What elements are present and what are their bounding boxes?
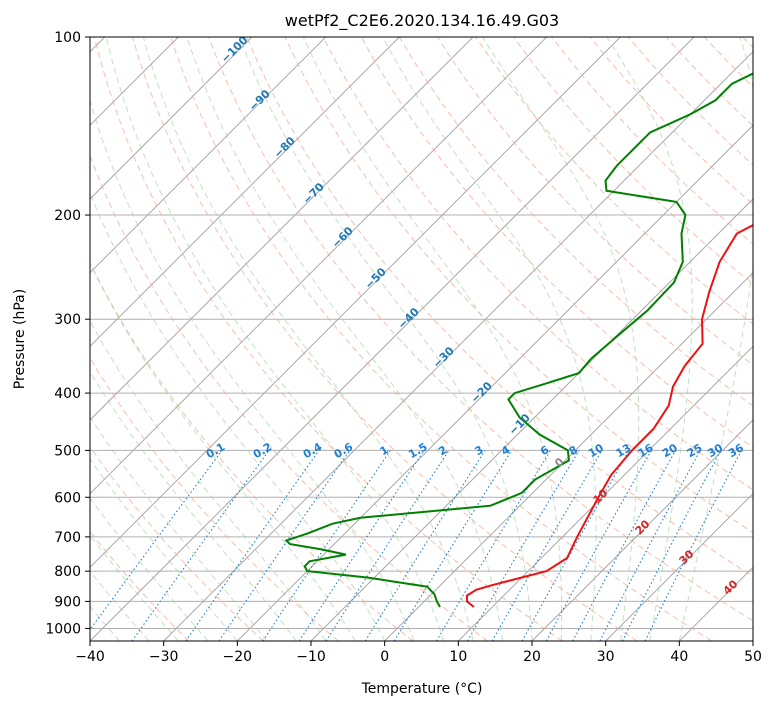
- y-tick-label: 600: [54, 490, 81, 506]
- isotherm-line: [236, 124, 753, 641]
- mixing-ratio-line: [644, 450, 742, 641]
- y-tick-label: 300: [54, 312, 81, 328]
- isotherm-line: [90, 37, 327, 274]
- moist-adiabat-line: [382, 37, 597, 641]
- chart-title: wetPf2_C2E6.2020.134.16.49.G03: [285, 11, 559, 31]
- mixing-ratio-line: [521, 450, 630, 641]
- x-tick-label: −10: [296, 649, 326, 665]
- moist-adiabat-line: [90, 534, 179, 641]
- y-tick-label: 700: [54, 530, 81, 546]
- moist-adiabat-line: [90, 320, 327, 641]
- y-tick-label: 500: [54, 443, 81, 459]
- dry-adiabat-line: [208, 37, 753, 622]
- mixing-ratio-line: [262, 450, 391, 641]
- isotherm-line: [90, 37, 695, 641]
- mixing-ratio-line: [325, 450, 450, 641]
- sounding-profiles: [284, 72, 753, 608]
- isotherm-line: [90, 37, 548, 495]
- mixing-ratio-line: [393, 450, 513, 641]
- isotherm-line: [90, 37, 621, 569]
- isotherm-line: [90, 37, 400, 348]
- moist-adiabat-line: [105, 37, 445, 641]
- moist-adiabat-line: [90, 191, 386, 641]
- y-axis-title: Pressure (hPa): [12, 289, 28, 389]
- mixing-ratio-line: [131, 450, 270, 641]
- dry-adiabat-line: [90, 357, 339, 641]
- moist-adiabat-line: [238, 37, 533, 641]
- plot-frame: [89, 36, 754, 642]
- x-tick-label: 40: [670, 649, 688, 665]
- dry-adiabat-line: [284, 37, 753, 534]
- moist-adiabat-line: [678, 37, 753, 641]
- x-tick-label: 50: [744, 649, 762, 665]
- x-tick-label: 0: [380, 649, 389, 665]
- dewpoint-profile-line: [284, 72, 753, 608]
- moist-adiabat-line: [90, 370, 297, 641]
- moist-adiabat-line: [606, 37, 693, 641]
- dry-adiabat-line: [246, 37, 753, 577]
- x-tick-label: −20: [223, 649, 253, 665]
- moist-adiabat-line: [142, 37, 474, 641]
- mixing-ratio-line: [185, 450, 320, 641]
- x-tick-label: 10: [449, 649, 467, 665]
- isotherm-line: [457, 345, 753, 641]
- x-tick-label: −30: [149, 649, 179, 665]
- x-tick-label: −40: [75, 649, 105, 665]
- moist-adiabat-line: [90, 458, 238, 641]
- isotherm-line: [90, 37, 474, 421]
- moist-adiabat-line: [302, 37, 563, 641]
- y-tick-label: 200: [54, 208, 81, 224]
- isotherm-line: [605, 492, 753, 641]
- mixing-ratio-line: [90, 450, 223, 631]
- x-tick-label: 20: [523, 649, 541, 665]
- mixing-ratio-line: [298, 450, 425, 641]
- temperature-profile-line: [465, 223, 753, 608]
- moist-adiabat-line: [90, 416, 268, 641]
- x-tick-label: 30: [597, 649, 615, 665]
- dry-adiabat-line: [322, 37, 753, 491]
- y-tick-label: 900: [54, 594, 81, 610]
- mixing-ratio-line: [572, 450, 676, 641]
- y-axis: 100 200 300 400 500 600 700 800 900 1000: [45, 30, 90, 637]
- dry-adiabat-line: [170, 37, 712, 641]
- dry-adiabat-line: [131, 37, 638, 641]
- x-axis: −40 −30 −20 −10 0 10 20 30 40 50: [75, 641, 762, 665]
- isotherm-line: [90, 37, 253, 200]
- mixing-ratio-line: [545, 450, 652, 641]
- dry-adiabat-line: [90, 445, 264, 641]
- mixing-ratio-line: [621, 450, 722, 641]
- y-tick-label: 400: [54, 386, 81, 402]
- skewt-background-lines: [90, 37, 753, 641]
- moist-adiabat-line: [186, 37, 503, 641]
- moist-adiabat-line: [90, 261, 356, 641]
- y-tick-label: 100: [54, 30, 81, 46]
- moist-adiabat-line: [90, 99, 415, 641]
- moist-adiabat-line: [481, 37, 640, 641]
- isotherm-line: [531, 419, 753, 641]
- isotherm-line: [163, 50, 753, 641]
- y-tick-label: 1000: [45, 621, 81, 637]
- isotherm-line: [384, 271, 753, 641]
- x-axis-title: Temperature (°C): [361, 681, 483, 697]
- dry-adiabat-line: [93, 37, 563, 641]
- moist-adiabat-line: [90, 497, 209, 641]
- dry-adiabat-line: [475, 37, 753, 325]
- dry-adiabat-line: [513, 37, 753, 285]
- y-tick-label: 800: [54, 564, 81, 580]
- mixing-ratio-line: [218, 450, 351, 641]
